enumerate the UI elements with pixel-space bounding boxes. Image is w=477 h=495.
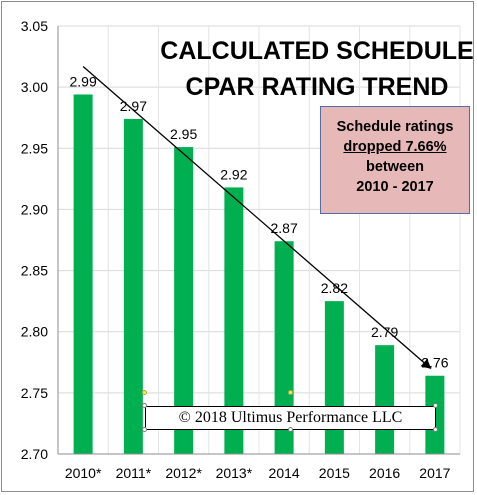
x-tick-label: 2016 — [369, 465, 400, 481]
data-label: 2.76 — [421, 355, 448, 371]
data-label: 2.95 — [170, 126, 197, 142]
x-tick-label: 2014 — [269, 465, 300, 481]
y-tick-label: 2.80 — [21, 324, 48, 340]
callout-line-1: Schedule ratings — [336, 119, 454, 135]
data-label: 2.87 — [271, 220, 298, 236]
y-tick-label: 3.05 — [21, 18, 48, 34]
y-tick-label: 2.70 — [21, 446, 48, 462]
callout-line-3: between — [365, 159, 424, 175]
y-tick-label: 2.85 — [21, 263, 48, 279]
data-label: 2.99 — [70, 73, 97, 89]
x-tick-label: 2017 — [419, 465, 450, 481]
x-tick-label: 2013* — [216, 465, 253, 481]
resize-handle-bottom-right[interactable] — [433, 427, 438, 432]
x-tick-label: 2010* — [65, 465, 102, 481]
y-tick-label: 2.75 — [21, 385, 48, 401]
data-label: 2.92 — [220, 166, 247, 182]
resize-handle-top-left[interactable] — [142, 403, 147, 408]
trend-arrow — [82, 65, 432, 370]
bar-2015 — [324, 301, 344, 454]
summary-callout: Schedule ratings dropped 7.66% between 2… — [320, 106, 470, 214]
bar-2010* — [73, 94, 93, 454]
data-label: 2.79 — [371, 324, 398, 340]
data-label: 2.97 — [120, 98, 147, 114]
chart-title-line-2: CPAR RATING TREND — [186, 73, 449, 101]
bar-2011* — [123, 118, 143, 455]
y-tick-label: 3.00 — [21, 79, 48, 95]
callout-line-2: dropped 7.66% — [343, 139, 447, 155]
bar-2016 — [375, 345, 395, 454]
x-tick-label: 2012* — [165, 465, 202, 481]
chart-title-line-1: CALCULATED SCHEDULE — [160, 37, 473, 65]
resize-handle-bottom-left[interactable] — [142, 427, 147, 432]
bar-2013* — [224, 187, 244, 454]
x-tick-label: 2011* — [116, 465, 152, 481]
y-tick-label: 2.95 — [21, 140, 48, 156]
bar-2012* — [174, 147, 194, 454]
resize-handle-top-left-yellow[interactable] — [142, 390, 147, 395]
x-tick-label: 2015 — [319, 465, 350, 481]
data-label: 2.82 — [321, 280, 348, 296]
callout-line-4: 2010 - 2017 — [356, 179, 434, 195]
resize-handle-top-right[interactable] — [433, 403, 438, 408]
resize-handle-top-center[interactable] — [288, 390, 293, 395]
bar-2014 — [274, 241, 294, 454]
y-tick-label: 2.90 — [21, 201, 48, 217]
resize-handle-bottom-center[interactable] — [288, 427, 293, 432]
